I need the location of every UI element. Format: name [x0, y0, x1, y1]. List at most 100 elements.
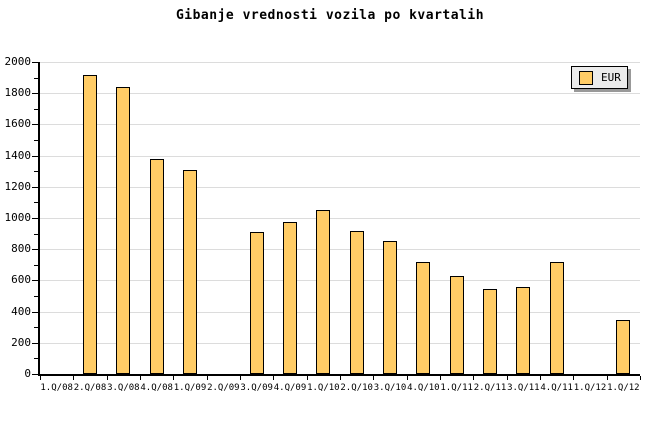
gridline — [40, 93, 640, 95]
y-minor-tick — [34, 202, 38, 204]
y-tick-label: 400 — [11, 304, 31, 318]
x-tick-label: 2.Q/08 — [73, 383, 107, 393]
bar — [549, 262, 564, 374]
x-tick — [473, 376, 475, 380]
bar — [449, 275, 464, 374]
legend-label: EUR — [601, 71, 621, 84]
y-tick-label: 1000 — [4, 211, 32, 224]
x-tick — [140, 376, 141, 380]
y-minor-tick — [34, 233, 38, 235]
bar — [116, 86, 131, 374]
gridline — [40, 311, 640, 313]
bar — [516, 287, 531, 374]
x-tick — [573, 376, 575, 380]
x-axis — [38, 374, 640, 376]
bar — [83, 75, 97, 374]
y-tick — [32, 374, 38, 375]
bar — [483, 288, 497, 374]
y-minor-tick — [34, 296, 38, 297]
x-tick — [73, 376, 75, 380]
bar — [249, 232, 264, 374]
x-tick-label: 4.Q/11 — [540, 383, 573, 393]
y-tick — [32, 155, 38, 157]
y-minor-tick — [34, 358, 38, 360]
x-tick — [240, 376, 241, 380]
y-tick-label: 2000 — [4, 55, 32, 68]
y-tick — [32, 62, 38, 63]
y-tick — [32, 311, 38, 313]
x-tick-label: 4.Q/10 — [407, 383, 440, 393]
bar — [616, 320, 631, 374]
y-minor-tick — [34, 77, 38, 79]
y-tick — [32, 342, 38, 344]
y-tick — [32, 249, 38, 251]
y-tick-label: 600 — [11, 273, 31, 287]
y-minor-tick — [34, 327, 38, 329]
y-minor-tick — [34, 140, 38, 141]
x-tick-label: 1.Q/10 — [307, 383, 340, 393]
bar — [283, 221, 297, 374]
x-tick-label: 1.Q/12 — [607, 383, 640, 393]
y-tick-label: 1400 — [4, 148, 32, 162]
gridline — [40, 218, 640, 219]
legend: EUR — [571, 66, 628, 89]
y-tick — [32, 218, 38, 219]
x-tick — [373, 376, 375, 380]
y-axis — [38, 62, 40, 376]
x-tick-label: 1.Q/08 — [40, 383, 73, 393]
x-tick-label: 2.Q/11 — [473, 383, 507, 393]
x-tick-label: 1.Q/09 — [173, 383, 207, 393]
y-minor-tick — [34, 264, 38, 266]
bar — [183, 170, 197, 374]
x-tick — [340, 376, 341, 380]
x-tick-label: 1.Q/12 — [573, 383, 607, 393]
x-tick — [440, 376, 441, 380]
bar — [383, 240, 397, 374]
gridline — [40, 249, 640, 251]
x-tick — [273, 376, 275, 380]
gridline — [40, 155, 640, 157]
x-tick — [640, 376, 641, 380]
y-tick-label: 0 — [24, 367, 31, 380]
x-tick — [606, 376, 608, 380]
y-tick — [32, 280, 38, 282]
y-tick-label: 1200 — [4, 179, 32, 193]
x-tick — [540, 376, 541, 380]
y-tick-label: 800 — [11, 242, 31, 256]
gridline — [40, 186, 640, 188]
gridline — [40, 342, 640, 344]
x-tick-label: 3.Q/09 — [240, 383, 273, 393]
x-tick-label: 3.Q/10 — [373, 383, 407, 393]
x-tick-label: 2.Q/10 — [340, 383, 373, 393]
gridline — [40, 62, 640, 63]
x-tick-label: 4.Q/09 — [273, 383, 307, 393]
bar — [416, 262, 431, 374]
bar — [316, 210, 331, 374]
y-minor-tick — [34, 171, 38, 173]
x-tick-label: 2.Q/09 — [207, 383, 240, 393]
x-tick — [173, 376, 175, 380]
x-tick-label: 3.Q/08 — [107, 383, 140, 393]
gridline — [40, 280, 640, 282]
x-tick-label: 4.Q/08 — [140, 383, 173, 393]
bar — [349, 231, 364, 374]
x-tick — [106, 376, 108, 380]
y-tick — [32, 186, 38, 188]
y-tick-label: 200 — [11, 335, 31, 349]
x-tick-label: 1.Q/11 — [440, 383, 473, 393]
x-tick — [306, 376, 308, 380]
y-tick — [32, 124, 38, 126]
x-tick — [506, 376, 508, 380]
bar — [149, 158, 164, 374]
x-tick — [406, 376, 408, 380]
y-tick — [32, 93, 38, 95]
chart-title: Gibanje vrednosti vozila po kvartalih — [175, 8, 485, 23]
legend-swatch-eur-icon — [579, 70, 593, 85]
y-tick-label: 1600 — [4, 117, 32, 131]
x-tick — [40, 376, 41, 380]
y-tick-label: 1800 — [4, 86, 32, 100]
x-tick-label: 3.Q/11 — [507, 383, 540, 393]
x-tick — [206, 376, 208, 380]
gridline — [40, 124, 640, 126]
